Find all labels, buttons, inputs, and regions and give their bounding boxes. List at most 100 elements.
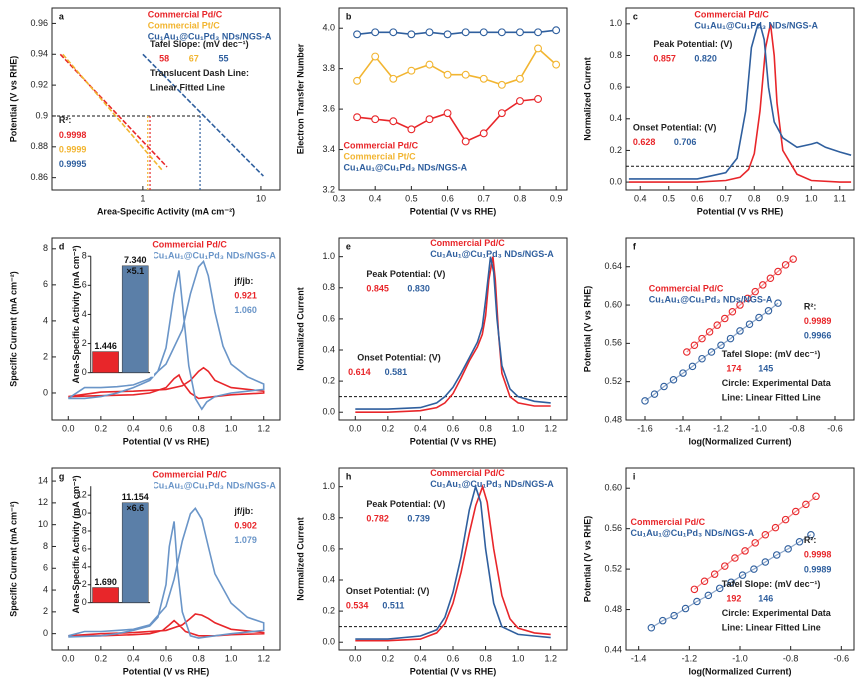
y-tick-label: 0.8 xyxy=(609,50,622,60)
data-point xyxy=(371,52,380,61)
y-tick-label: 0.60 xyxy=(604,299,622,309)
y-tick-label: 0.86 xyxy=(30,172,48,182)
legend-entry: Commercial Pd/C xyxy=(148,10,223,20)
legend-entry: Commercial Pd/C xyxy=(430,238,505,248)
data-point xyxy=(731,554,739,562)
y-tick-label: 0.88 xyxy=(30,141,48,151)
data-point xyxy=(647,624,656,632)
data-point xyxy=(679,369,687,377)
series-line xyxy=(68,366,265,400)
data-point xyxy=(461,137,470,146)
data-point xyxy=(736,301,744,309)
data-point xyxy=(690,341,699,350)
annotation: 0.845 xyxy=(366,283,389,293)
y-tick-label: 0.4 xyxy=(322,344,335,354)
y-tick-label: 0 xyxy=(43,387,48,397)
x-tick-label: 0.9 xyxy=(550,193,563,203)
inset-ratio: ×6.6 xyxy=(126,503,144,513)
data-point xyxy=(812,492,820,501)
x-axis-label: Potential (V vs RHE) xyxy=(410,436,497,446)
inset-y-tick-label: 0 xyxy=(82,367,87,377)
annotation: 145 xyxy=(758,363,773,373)
annotation: 0.511 xyxy=(382,601,404,611)
annotation: jf/jb: xyxy=(233,506,253,516)
legend-entry: Cu₁Au₁@Cu₁Pd₃ NDs/NGS-A xyxy=(631,528,755,538)
y-tick-label: 0.48 xyxy=(604,414,622,424)
legend-entry: Commercial Pd/C xyxy=(631,517,706,527)
data-point xyxy=(353,30,362,39)
y-axis-label: Electron Transfer Number xyxy=(295,43,305,154)
legend-entry: Commercial Pd/C xyxy=(152,240,227,250)
data-point xyxy=(534,28,542,37)
annotation: Circle: Experimental Data xyxy=(722,378,832,388)
annotation: 0.9966 xyxy=(804,331,832,341)
x-tick-label: 0.6 xyxy=(441,193,454,203)
x-tick-label: 0.5 xyxy=(662,193,675,203)
data-point xyxy=(497,80,506,89)
y-tick-label: 0.60 xyxy=(604,483,622,493)
data-point xyxy=(443,30,452,39)
data-point xyxy=(683,348,691,356)
x-tick-label: 0.4 xyxy=(414,653,427,663)
annotation: 192 xyxy=(726,593,741,603)
y-tick-label: 2 xyxy=(43,351,48,361)
x-tick-label: -1.6 xyxy=(637,423,653,433)
data-point xyxy=(741,547,749,555)
y-tick-label: 0.56 xyxy=(604,523,622,533)
data-point xyxy=(717,341,725,350)
data-point xyxy=(751,539,759,547)
fit-line xyxy=(644,302,779,402)
y-tick-label: 0.2 xyxy=(609,145,622,155)
data-point xyxy=(781,261,790,269)
x-tick-label: -1.2 xyxy=(713,423,729,433)
legend-entry: Cu₁Au₁@Cu₁Pd₃ NDs/NGS-A xyxy=(152,481,276,491)
data-point xyxy=(479,28,488,37)
x-tick-label: 1.2 xyxy=(544,653,557,663)
inset-y-tick-label: 4 xyxy=(82,309,87,319)
y-tick-label: 4 xyxy=(43,315,48,325)
y-tick-label: 0.2 xyxy=(322,375,335,385)
y-tick-label: 0.56 xyxy=(604,338,622,348)
data-point xyxy=(641,397,649,405)
legend-entry: Cu₁Au₁@Cu₁Pd₃ NDs/NGS-A xyxy=(430,479,554,489)
x-axis-label: Potential (V vs RHE) xyxy=(123,436,210,446)
inset-y-tick-label: 4 xyxy=(82,561,87,571)
panel-label: e xyxy=(346,241,351,251)
annotation: Line: Linear Fitted Line xyxy=(722,393,821,403)
data-point xyxy=(750,565,758,573)
x-tick-label: -1.0 xyxy=(732,653,748,663)
legend-entry: Commercial Pd/C xyxy=(152,470,227,480)
y-axis-label: Specific Current (mA cm⁻²) xyxy=(8,501,18,616)
y-tick-label: 4.0 xyxy=(322,23,335,33)
annotation: Peak Potential: (V) xyxy=(653,39,732,49)
data-point xyxy=(534,95,542,103)
y-axis-label: Specific Current (mA cm⁻²) xyxy=(8,271,18,386)
annotation: 0.739 xyxy=(407,513,430,523)
annotation: Circle: Experimental Data xyxy=(722,608,832,618)
x-axis-label: log(Normalized Current) xyxy=(688,436,791,446)
y-axis-label: Normalized Current xyxy=(295,517,305,601)
data-point xyxy=(759,281,767,289)
y-tick-label: 0.4 xyxy=(322,574,335,584)
data-point xyxy=(721,314,729,323)
inset-y-tick-label: 2 xyxy=(82,579,87,589)
x-tick-label: 0.6 xyxy=(447,423,460,433)
annotation: 0.9998 xyxy=(59,130,87,140)
y-tick-label: 0.4 xyxy=(609,113,622,123)
plot-frame xyxy=(51,7,281,191)
x-tick-label: 0.6 xyxy=(691,193,704,203)
inset-y-tick-label: 8 xyxy=(82,525,87,535)
data-point xyxy=(761,558,770,566)
series-line xyxy=(357,29,557,36)
y-tick-label: 0.94 xyxy=(30,49,48,59)
series-line xyxy=(68,613,265,637)
y-tick-label: 3.6 xyxy=(322,103,335,113)
data-point xyxy=(698,354,706,363)
y-tick-label: 12 xyxy=(38,497,48,507)
plot-frame xyxy=(338,467,568,651)
y-tick-label: 0.44 xyxy=(604,644,622,654)
annotation: 0.820 xyxy=(694,53,717,63)
y-tick-label: 0.0 xyxy=(322,407,335,417)
data-point xyxy=(710,570,719,578)
y-tick-label: 3.8 xyxy=(322,63,335,73)
